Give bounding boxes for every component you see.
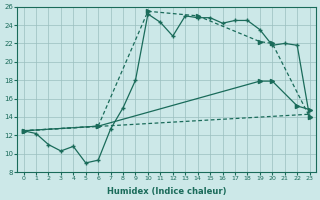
X-axis label: Humidex (Indice chaleur): Humidex (Indice chaleur) [107,187,226,196]
